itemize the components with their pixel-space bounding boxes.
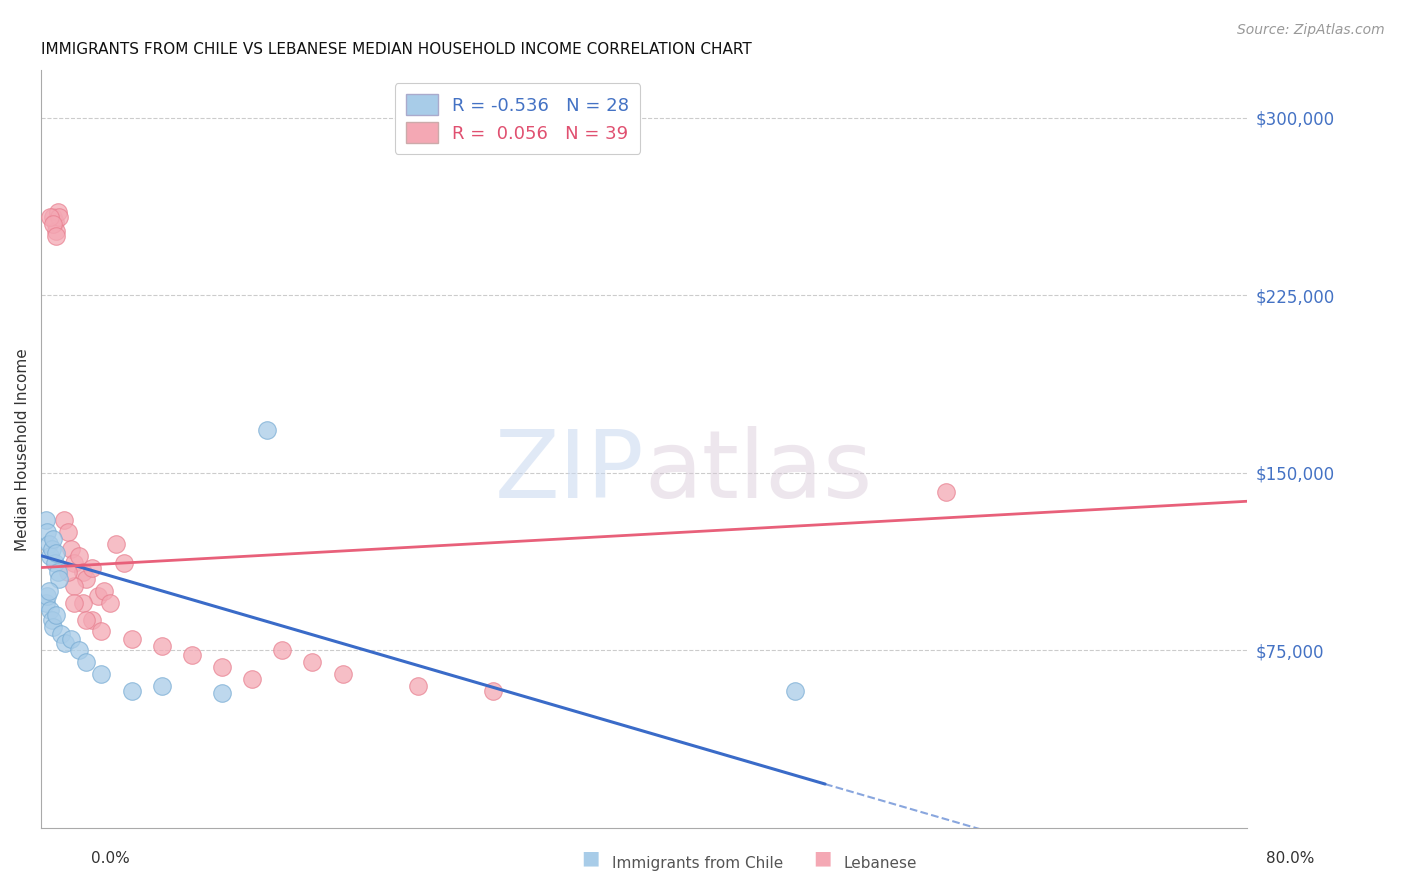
Point <box>46 205 69 219</box>
Point <box>63 579 86 593</box>
Point <box>72 596 94 610</box>
Point <box>271 643 294 657</box>
Text: ■: ■ <box>813 848 832 867</box>
Text: Lebanese: Lebanese <box>844 856 917 871</box>
Point <box>44 556 66 570</box>
Point <box>87 589 110 603</box>
Point <box>48 210 70 224</box>
Point <box>93 584 115 599</box>
Point <box>49 627 72 641</box>
Point <box>72 566 94 580</box>
Point <box>211 660 233 674</box>
Point <box>482 683 505 698</box>
Point <box>406 679 429 693</box>
Point <box>45 607 67 622</box>
Y-axis label: Median Household Income: Median Household Income <box>15 348 30 550</box>
Point <box>105 537 128 551</box>
Text: Source: ZipAtlas.com: Source: ZipAtlas.com <box>1237 23 1385 37</box>
Text: IMMIGRANTS FROM CHILE VS LEBANESE MEDIAN HOUSEHOLD INCOME CORRELATION CHART: IMMIGRANTS FROM CHILE VS LEBANESE MEDIAN… <box>41 42 752 57</box>
Point <box>240 672 263 686</box>
Point <box>38 537 60 551</box>
Point <box>150 639 173 653</box>
Point <box>90 667 112 681</box>
Point <box>150 679 173 693</box>
Text: atlas: atlas <box>644 425 872 518</box>
Point <box>42 620 65 634</box>
Point <box>53 636 76 650</box>
Text: 0.0%: 0.0% <box>91 852 131 866</box>
Point <box>45 224 67 238</box>
Point <box>332 667 354 681</box>
Text: ■: ■ <box>581 848 600 867</box>
Point <box>301 655 323 669</box>
Point <box>38 584 60 599</box>
Point <box>82 613 104 627</box>
Point <box>100 596 122 610</box>
Point <box>45 546 67 560</box>
Point <box>48 573 70 587</box>
Point <box>180 648 202 662</box>
Point <box>52 513 75 527</box>
Point <box>935 484 957 499</box>
Point <box>75 655 97 669</box>
Point <box>256 423 278 437</box>
Point <box>82 560 104 574</box>
Point <box>67 643 90 657</box>
Text: ZIP: ZIP <box>495 425 644 518</box>
Point <box>121 632 143 646</box>
Point <box>42 210 65 224</box>
Point <box>37 589 59 603</box>
Point <box>58 566 80 580</box>
Point <box>42 217 65 231</box>
Point <box>60 632 83 646</box>
Legend: R = -0.536   N = 28, R =  0.056   N = 39: R = -0.536 N = 28, R = 0.056 N = 39 <box>395 83 640 153</box>
Text: Immigrants from Chile: Immigrants from Chile <box>612 856 783 871</box>
Text: 80.0%: 80.0% <box>1267 852 1315 866</box>
Point <box>67 549 90 563</box>
Point <box>121 683 143 698</box>
Point <box>34 596 56 610</box>
Point <box>45 229 67 244</box>
Point <box>46 566 69 580</box>
Point <box>37 524 59 539</box>
Point <box>44 215 66 229</box>
Point <box>75 613 97 627</box>
Point <box>112 556 135 570</box>
Point <box>34 513 56 527</box>
Point <box>211 686 233 700</box>
Point <box>41 613 63 627</box>
Point <box>63 596 86 610</box>
Point <box>41 541 63 556</box>
Point <box>39 603 62 617</box>
Point <box>39 210 62 224</box>
Point <box>58 524 80 539</box>
Point <box>75 573 97 587</box>
Point <box>42 532 65 546</box>
Point <box>90 624 112 639</box>
Point <box>63 556 86 570</box>
Point <box>39 549 62 563</box>
Point <box>60 541 83 556</box>
Point <box>783 683 806 698</box>
